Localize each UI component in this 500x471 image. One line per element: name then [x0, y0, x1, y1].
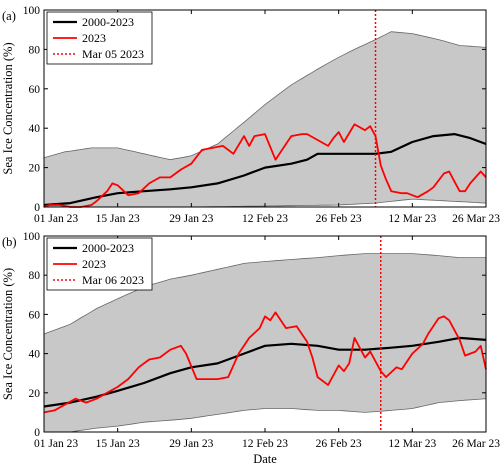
y-tick-label: 100 — [23, 231, 41, 243]
y-tick-label: 40 — [29, 123, 41, 135]
y-tick-label: 80 — [29, 44, 41, 56]
x-tick-label: 12 Mar 23 — [388, 438, 436, 450]
y-tick-label: 0 — [34, 202, 40, 214]
y-axis-label: Sea Ice Concentration (%) — [1, 268, 15, 400]
range-band-upper-edge — [43, 31, 487, 161]
y-tick-label: 20 — [29, 163, 41, 175]
x-tick-label: 29 Jan 23 — [169, 438, 213, 450]
x-tick-label: 12 Mar 23 — [388, 213, 436, 225]
panel-label: (a) — [2, 9, 16, 23]
series-line-1 — [43, 123, 487, 208]
legend-label-0: 2000-2023 — [82, 241, 134, 255]
range-band — [44, 253, 486, 432]
series-line-1 — [43, 311, 487, 414]
chart-panel-1: 0 20 40 60 80 100 01 Jan 23 15 Jan 23 29 Jan 23 1… — [1, 231, 500, 466]
series-line-0 — [43, 133, 487, 207]
x-tick-label: 12 Feb 23 — [242, 438, 288, 450]
series-line-0 — [43, 336, 487, 408]
x-tick-label: 26 Mar 23 — [452, 438, 500, 450]
legend: 2000-2023 2023 Mar 05 2023 — [46, 11, 153, 65]
y-tick-label: 20 — [29, 388, 41, 400]
legend: 2000-2023 2023 Mar 06 2023 — [46, 237, 153, 291]
x-tick-label: 26 Feb 23 — [316, 213, 362, 225]
y-tick-label: 100 — [23, 5, 41, 17]
x-axis-label: Date — [253, 452, 277, 466]
x-tick-label: 12 Feb 23 — [242, 213, 288, 225]
x-tick-label: 01 Jan 23 — [34, 438, 78, 450]
legend-label-2: Mar 06 2023 — [82, 273, 144, 287]
legend-label-1: 2023 — [82, 257, 106, 271]
x-tick-label: 15 Jan 23 — [96, 213, 140, 225]
chart-panel-0: 0 20 40 60 80 100 01 Jan 23 15 Jan 23 29 Jan 23 1… — [1, 5, 500, 225]
y-tick-label: 80 — [29, 270, 41, 282]
x-tick-label: 15 Jan 23 — [96, 438, 140, 450]
range-band-lower-edge — [44, 398, 487, 433]
panel-label: (b) — [2, 235, 17, 249]
x-tick-label: 01 Jan 23 — [34, 213, 78, 225]
y-tick-label: 40 — [29, 349, 41, 361]
legend-label-0: 2000-2023 — [82, 15, 134, 29]
y-axis-label: Sea Ice Concentration (%) — [1, 42, 15, 174]
legend-label-1: 2023 — [82, 31, 106, 45]
x-tick-label: 26 Mar 23 — [452, 213, 500, 225]
y-tick-label: 0 — [34, 427, 40, 439]
x-tick-label: 26 Feb 23 — [316, 438, 362, 450]
y-tick-label: 60 — [29, 309, 41, 321]
legend-box — [46, 11, 153, 65]
legend-label-2: Mar 05 2023 — [82, 47, 144, 61]
y-tick-label: 60 — [29, 84, 41, 96]
range-band-upper-edge — [43, 253, 486, 335]
x-tick-label: 29 Jan 23 — [169, 213, 213, 225]
